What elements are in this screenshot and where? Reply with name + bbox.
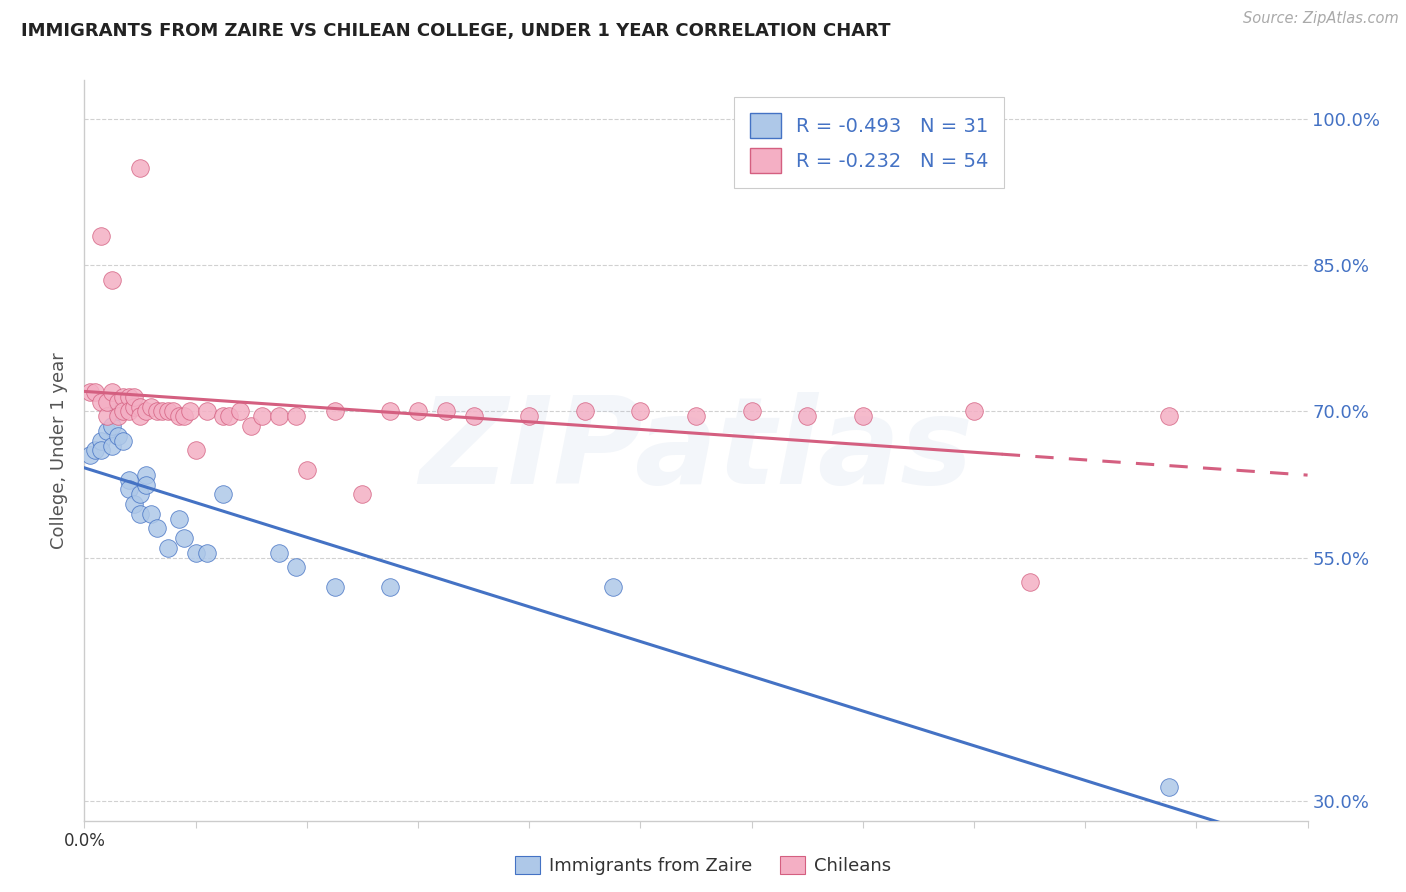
Point	[380, 404, 402, 418]
Point	[352, 487, 374, 501]
Point	[463, 409, 485, 424]
Point	[96, 409, 118, 424]
Point	[212, 487, 235, 501]
Point	[118, 390, 141, 404]
Point	[295, 463, 318, 477]
Point	[118, 473, 141, 487]
Point	[129, 507, 152, 521]
Point	[852, 409, 875, 424]
Point	[129, 487, 152, 501]
Legend: Immigrants from Zaire, Chileans: Immigrants from Zaire, Chileans	[508, 848, 898, 882]
Point	[267, 546, 290, 560]
Point	[135, 467, 157, 482]
Point	[107, 394, 129, 409]
Point	[107, 404, 129, 418]
Point	[434, 404, 457, 418]
Point	[741, 404, 763, 418]
Point	[162, 404, 184, 418]
Point	[112, 434, 135, 448]
Point	[184, 546, 207, 560]
Point	[517, 409, 540, 424]
Point	[129, 400, 152, 414]
Point	[96, 394, 118, 409]
Point	[90, 434, 112, 448]
Point	[963, 404, 986, 418]
Point	[1018, 574, 1040, 589]
Point	[167, 511, 190, 525]
Point	[124, 400, 146, 414]
Point	[112, 404, 135, 418]
Point	[195, 404, 218, 418]
Point	[240, 419, 263, 434]
Point	[173, 409, 195, 424]
Point	[156, 404, 179, 418]
Point	[145, 404, 167, 418]
Point	[145, 521, 167, 535]
Point	[135, 477, 157, 491]
Point	[107, 429, 129, 443]
Point	[267, 409, 290, 424]
Point	[139, 507, 162, 521]
Point	[101, 273, 124, 287]
Text: Source: ZipAtlas.com: Source: ZipAtlas.com	[1243, 11, 1399, 26]
Point	[602, 580, 624, 594]
Point	[84, 384, 107, 399]
Point	[323, 580, 346, 594]
Point	[796, 409, 818, 424]
Point	[135, 404, 157, 418]
Point	[90, 443, 112, 458]
Point	[380, 580, 402, 594]
Point	[406, 404, 429, 418]
Point	[79, 384, 101, 399]
Point	[179, 404, 201, 418]
Point	[574, 404, 596, 418]
Point	[118, 483, 141, 497]
Point	[323, 404, 346, 418]
Point	[90, 394, 112, 409]
Point	[139, 400, 162, 414]
Point	[129, 409, 152, 424]
Point	[1157, 409, 1180, 424]
Point	[96, 424, 118, 438]
Point	[101, 439, 124, 453]
Point	[118, 404, 141, 418]
Point	[628, 404, 651, 418]
Point	[90, 229, 112, 244]
Point	[229, 404, 252, 418]
Point	[124, 390, 146, 404]
Point	[79, 448, 101, 462]
Point	[195, 546, 218, 560]
Point	[252, 409, 274, 424]
Point	[685, 409, 707, 424]
Point	[284, 409, 307, 424]
Point	[101, 419, 124, 434]
Point	[112, 390, 135, 404]
Point	[129, 161, 152, 175]
Point	[167, 409, 190, 424]
Point	[184, 443, 207, 458]
Y-axis label: College, Under 1 year: College, Under 1 year	[51, 352, 69, 549]
Legend: R = -0.493   N = 31, R = -0.232   N = 54: R = -0.493 N = 31, R = -0.232 N = 54	[734, 97, 1004, 188]
Text: ZIPatlas: ZIPatlas	[419, 392, 973, 509]
Point	[156, 541, 179, 555]
Point	[124, 497, 146, 511]
Point	[212, 409, 235, 424]
Text: IMMIGRANTS FROM ZAIRE VS CHILEAN COLLEGE, UNDER 1 YEAR CORRELATION CHART: IMMIGRANTS FROM ZAIRE VS CHILEAN COLLEGE…	[21, 22, 890, 40]
Point	[284, 560, 307, 574]
Point	[1157, 780, 1180, 794]
Point	[101, 384, 124, 399]
Point	[218, 409, 240, 424]
Point	[173, 531, 195, 545]
Point	[84, 443, 107, 458]
Point	[150, 404, 173, 418]
Point	[107, 409, 129, 424]
